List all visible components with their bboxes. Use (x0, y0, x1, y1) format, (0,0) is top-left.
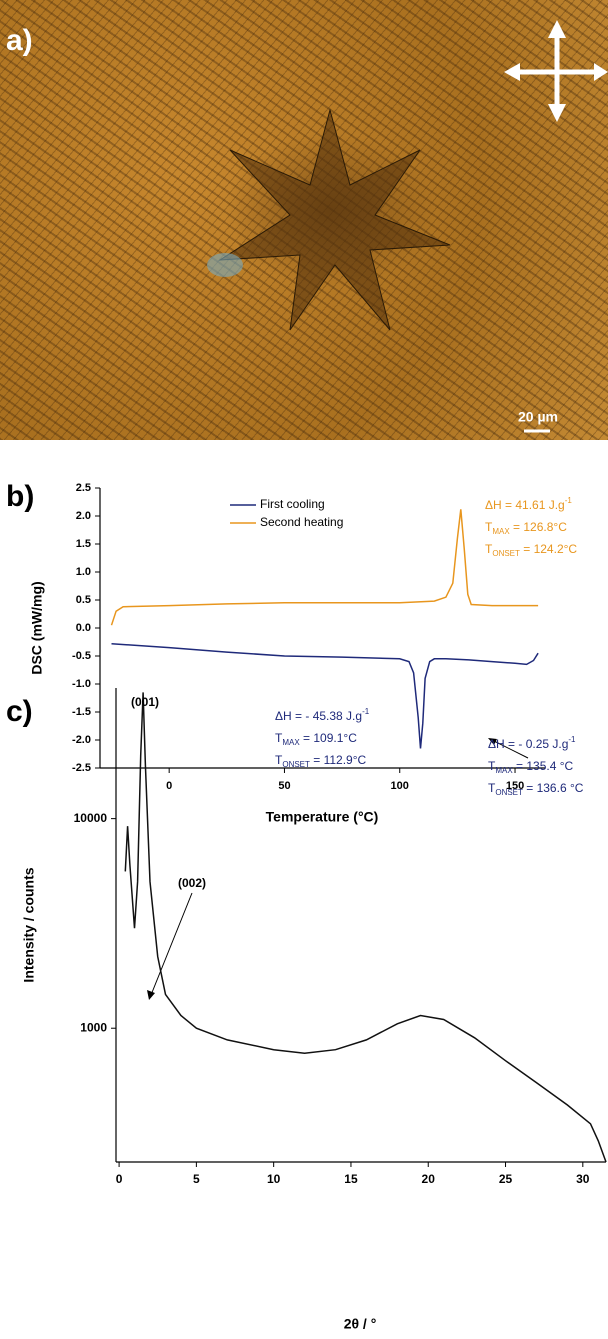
x-tick-label: 25 (499, 1172, 513, 1186)
annotation-part: T (488, 759, 496, 773)
x-axis-label: 2θ / ° (344, 1316, 377, 1332)
annotation: ΔH = - 0.25 J.g-1 (488, 735, 576, 751)
y-tick-label: 1.5 (76, 538, 91, 550)
annotation: ΔH = 41.61 J.g-1 (485, 496, 572, 512)
annotation-part: = 136.6 °C (523, 781, 584, 795)
annotation-part: -1 (362, 707, 370, 716)
y-tick-label: -0.5 (72, 650, 91, 662)
annotation-part: -1 (565, 496, 573, 505)
y-tick-label: 0.5 (76, 594, 91, 606)
annotation: ΔH = - 45.38 J.g-1 (275, 707, 370, 723)
micrograph: 20 µm a) (0, 0, 608, 440)
arrow (147, 738, 529, 1000)
panel-label: a) (6, 24, 33, 57)
x-tick-label: 150 (506, 780, 524, 792)
x-tick-label: 15 (344, 1172, 358, 1186)
annotation-part: T (485, 520, 493, 534)
annotation-part: = 124.2°C (520, 542, 578, 556)
y-tick-label: 1000 (80, 1020, 107, 1034)
y-tick-label: 0.0 (76, 622, 91, 634)
y-tick-label: 2.0 (76, 510, 91, 522)
x-tick-label: 0 (116, 1172, 123, 1186)
data-line (124, 692, 607, 1163)
annotation: TMAX = 109.1°C (275, 731, 357, 747)
legend-label: First cooling (260, 497, 325, 511)
annotation: TMAX = 126.8°C (485, 520, 567, 536)
y-tick-label: 1.0 (76, 566, 91, 578)
y-tick-label: -2.0 (72, 734, 91, 746)
annotation: TONSET = 112.9°C (275, 753, 367, 769)
annotation-part: ONSET (282, 760, 310, 769)
annotation-part: T (485, 542, 493, 556)
panel-label: b) (6, 480, 34, 513)
annotation-part: ΔH = 41.61 J.g (485, 498, 565, 512)
y-tick-label: -1.0 (72, 678, 91, 690)
annotation-part: = 135.4 °C (513, 759, 574, 773)
annotation-part: MAX (282, 738, 300, 747)
data-line (111, 642, 539, 749)
crystal-domain (218, 108, 451, 331)
annotation-part: = 109.1°C (300, 731, 358, 745)
x-axis-label: Temperature (°C) (266, 809, 379, 825)
annotation-part: ΔH = - 45.38 J.g (275, 709, 362, 723)
x-tick-label: 100 (391, 780, 409, 792)
annotation-part: T (275, 753, 283, 767)
annotation: (002) (178, 876, 206, 890)
annotation-part: T (488, 781, 496, 795)
annotation-part: = 126.8°C (510, 520, 568, 534)
x-tick-label: 50 (278, 780, 290, 792)
y-tick-label: 10000 (74, 811, 108, 825)
y-axis-label: DSC (mW/mg) (29, 581, 45, 674)
x-tick-label: 10 (267, 1172, 281, 1186)
x-tick-label: 0 (166, 780, 172, 792)
annotation-part: -1 (568, 735, 576, 744)
annotation-part: = 112.9°C (310, 753, 367, 767)
x-tick-label: 30 (576, 1172, 590, 1186)
y-tick-label: -2.5 (72, 762, 91, 774)
blue-region (207, 253, 243, 277)
annotation-part: MAX (492, 527, 510, 536)
annotation: TONSET = 136.6 °C (488, 781, 584, 797)
annotation: (001) (131, 695, 159, 709)
panel-label: c) (6, 695, 33, 728)
legend-label: Second heating (260, 515, 343, 529)
scale-bar-label: 20 µm (518, 409, 558, 425)
y-tick-label: 2.5 (76, 482, 91, 494)
annotation-part: ΔH = - 0.25 J.g (488, 737, 568, 751)
y-tick-label: -1.5 (72, 706, 91, 718)
y-axis-label: Intensity / counts (21, 867, 37, 982)
x-tick-label: 5 (193, 1172, 200, 1186)
micrograph-overlay: 20 µm a) (6, 20, 608, 433)
annotation: TMAX = 135.4 °C (488, 759, 574, 775)
annotation-part: MAX (495, 766, 513, 775)
annotation-part: T (275, 731, 283, 745)
x-tick-label: 20 (422, 1172, 436, 1186)
annotation-part: ONSET (495, 788, 523, 797)
polarizer-cross (504, 20, 608, 122)
annotation: TONSET = 124.2°C (485, 542, 577, 558)
data-line (110, 509, 539, 626)
annotation-part: ONSET (492, 549, 520, 558)
